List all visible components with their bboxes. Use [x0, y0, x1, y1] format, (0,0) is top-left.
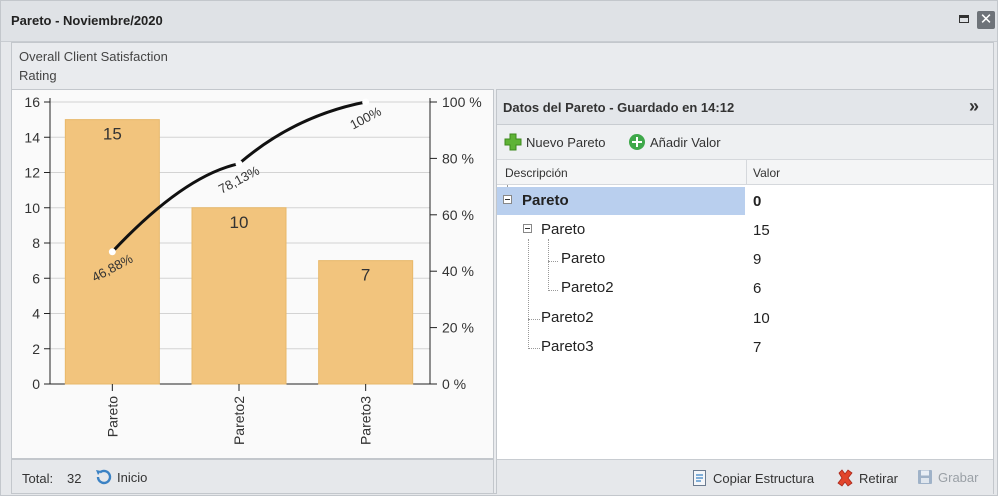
y-tick-label: 6 [32, 270, 40, 286]
new-pareto-button[interactable]: Nuevo Pareto [504, 133, 606, 151]
data-panel-header: Datos del Pareto - Guardado en 14:12 » [497, 90, 993, 125]
inicio-label: Inicio [117, 469, 148, 485]
bar [318, 260, 414, 385]
total-value: 32 [67, 471, 82, 486]
collapse-toggle-icon[interactable] [503, 195, 512, 204]
tree-row-label: Pareto2 [541, 309, 594, 326]
tree-row-value[interactable]: 6 [753, 280, 762, 297]
cumulative-point [362, 98, 370, 106]
collapse-icon[interactable]: » [969, 96, 980, 116]
inicio-button[interactable]: Inicio [95, 468, 147, 486]
new-pareto-label: Nuevo Pareto [526, 134, 606, 150]
tree-row-root[interactable]: Pareto 0 [497, 187, 993, 216]
tree-row-value[interactable]: 9 [753, 251, 762, 268]
close-icon[interactable]: ✕ [977, 11, 995, 29]
data-panel-footer: Copiar Estructura Retirar Grabar [497, 459, 993, 494]
y-tick-label: 16 [24, 94, 40, 110]
remove-label: Retirar [859, 470, 899, 486]
cumulative-point [235, 160, 243, 168]
pareto-data-panel: Datos del Pareto - Guardado en 14:12 » N… [496, 89, 994, 494]
y-tick-label: 4 [32, 306, 40, 322]
tree-line [528, 348, 540, 349]
y-tick-label: 2 [32, 341, 40, 357]
window-title: Pareto - Noviembre/2020 [11, 13, 163, 28]
tree-row-label: Pareto3 [541, 338, 594, 355]
tree-row-value[interactable]: 15 [753, 222, 770, 239]
y-tick-label: 12 [24, 165, 40, 181]
y2-tick-label: 100 % [442, 94, 482, 110]
cumulative-point [108, 248, 116, 256]
cumulative-label: 100% [347, 103, 384, 132]
tree-line [528, 319, 540, 320]
tree-row-value[interactable]: 7 [753, 339, 762, 356]
x-tick-label: Pareto2 [231, 396, 247, 445]
red-x-icon [837, 469, 853, 487]
bar-value-label: 10 [230, 213, 249, 232]
tree-row[interactable]: Pareto 15 [497, 216, 993, 245]
tree-line [548, 261, 558, 262]
add-circle-icon [629, 134, 645, 150]
y-tick-label: 0 [32, 376, 40, 392]
save-button[interactable]: Grabar [917, 469, 978, 485]
tree-line [548, 239, 549, 291]
tree-line [528, 239, 529, 349]
y-tick-label: 14 [24, 129, 40, 145]
y2-tick-label: 60 % [442, 207, 474, 223]
bar-value-label: 15 [103, 125, 122, 144]
y2-tick-label: 0 % [442, 376, 466, 392]
data-toolbar: Nuevo Pareto Añadir Valor [497, 125, 993, 159]
copy-structure-button[interactable]: Copiar Estructura [692, 469, 814, 487]
column-header-value[interactable]: Valor [753, 166, 781, 180]
total-label: Total: [22, 471, 54, 486]
tree-row[interactable]: Pareto 9 [497, 245, 993, 274]
remove-button[interactable]: Retirar [836, 469, 898, 487]
x-tick-label: Pareto3 [358, 396, 374, 445]
pareto-chart: 0 2 4 6 8 10 12 14 16 0 % 20 % 40 % 60 % 80 % 100 % 15 P… [11, 89, 494, 459]
x-tick-label: Pareto [104, 396, 120, 437]
y2-tick-label: 80 % [442, 150, 474, 166]
tree-row-label: Pareto [541, 221, 586, 238]
tree-row-label: Pareto [522, 192, 569, 209]
chart-footer: Total: 32 Inicio [11, 459, 494, 494]
y2-tick-label: 20 % [442, 320, 474, 336]
grid-header: Descripción Valor [497, 159, 993, 185]
chart-header-line2: Rating [19, 68, 57, 83]
y-tick-label: 8 [32, 235, 40, 251]
tree-line [548, 290, 558, 291]
save-label: Grabar [938, 469, 979, 485]
tree-row-value[interactable]: 0 [753, 193, 762, 210]
selection-highlight [497, 187, 745, 215]
window-titlebar: Pareto - Noviembre/2020 ✕ [1, 1, 997, 42]
column-header-description[interactable]: Descripción [505, 166, 568, 180]
add-value-label: Añadir Valor [650, 134, 721, 150]
copy-structure-label: Copiar Estructura [713, 470, 815, 486]
tree-row[interactable]: Pareto2 10 [497, 304, 993, 333]
floppy-disk-icon [918, 470, 932, 484]
refresh-icon [96, 469, 112, 485]
tree-row-value[interactable]: 10 [753, 310, 770, 327]
green-plus-icon [504, 133, 522, 151]
y-tick-label: 10 [24, 200, 40, 216]
tree-row[interactable]: Pareto2 6 [497, 274, 993, 303]
add-value-button[interactable]: Añadir Valor [628, 133, 721, 151]
data-panel-title: Datos del Pareto - Guardado en 14:12 [503, 100, 735, 115]
y2-tick-label: 40 % [442, 263, 474, 279]
column-separator[interactable] [746, 160, 747, 185]
bar-value-label: 7 [361, 266, 370, 285]
tree-row-label: Pareto2 [561, 279, 614, 296]
tree-row-label: Pareto [561, 250, 606, 267]
bar [191, 207, 287, 385]
copy-document-icon [693, 470, 706, 486]
collapse-toggle-icon[interactable] [523, 224, 532, 233]
tree-row[interactable]: Pareto3 7 [497, 333, 993, 362]
restore-icon[interactable] [956, 11, 974, 29]
chart-header-line1: Overall Client Satisfaction [19, 49, 168, 64]
pareto-chart-svg: 0 2 4 6 8 10 12 14 16 0 % 20 % 40 % 60 % 80 % 100 % 15 P… [24, 94, 482, 445]
